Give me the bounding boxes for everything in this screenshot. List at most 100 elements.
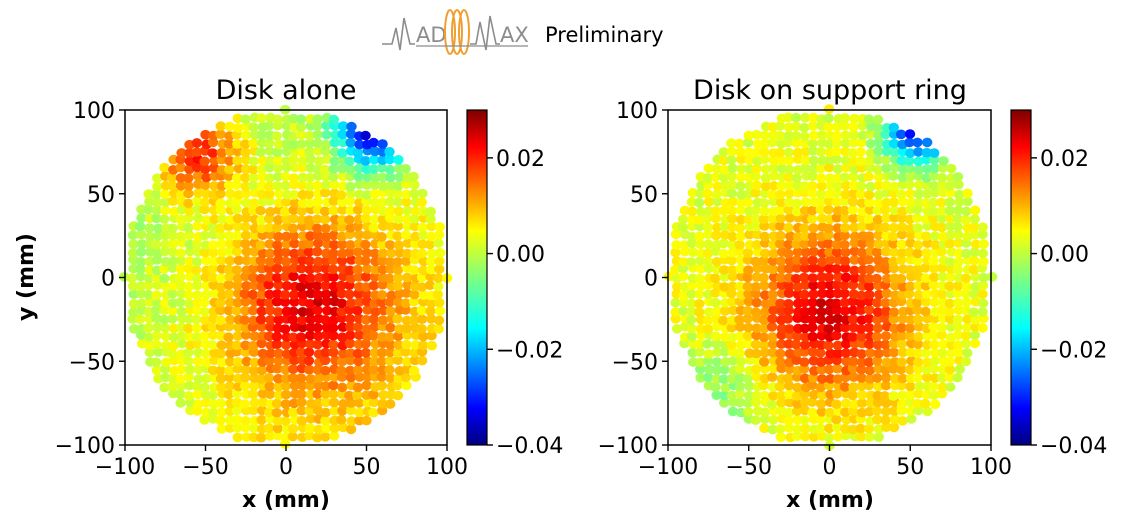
heatmap-cell (426, 264, 437, 275)
heatmap-cell (873, 172, 885, 182)
heatmap-cell (256, 189, 268, 200)
heatmap-cell (338, 348, 349, 359)
heatmap-cell (280, 399, 291, 409)
heatmap-cell (313, 331, 324, 341)
heatmap-cell (360, 213, 371, 224)
heatmap-cell (807, 315, 818, 325)
heatmap-cell (264, 248, 276, 259)
heatmap-cell (791, 138, 802, 148)
heatmap-cell (136, 298, 147, 309)
heatmap-cell (207, 221, 218, 232)
heatmap-cell (759, 347, 771, 358)
heatmap-cell (320, 407, 331, 418)
heatmap-cell (360, 314, 372, 325)
heatmap-cell (847, 148, 858, 158)
heatmap-cell (328, 205, 339, 216)
heatmap-cell (150, 239, 162, 250)
heatmap-cell (409, 213, 420, 224)
heatmap-cell (256, 365, 268, 376)
heatmap-cell (265, 348, 276, 359)
heatmap-cell (215, 198, 226, 208)
heatmap-cell (832, 348, 844, 359)
heatmap-cell (759, 206, 770, 217)
heatmap-cell (426, 221, 437, 232)
heatmap-cell (711, 189, 722, 200)
heatmap-cell (321, 154, 333, 164)
heatmap-cell (159, 323, 171, 333)
heatmap-cell (320, 223, 331, 234)
heatmap-cell (871, 406, 882, 416)
heatmap-cell (241, 246, 252, 257)
heatmap-cell (207, 340, 218, 350)
heatmap-cell (873, 137, 885, 148)
heatmap-cell (758, 255, 769, 266)
heatmap-cell (352, 348, 364, 359)
heatmap-cell (433, 230, 445, 240)
heatmap-cell (889, 147, 900, 157)
heatmap-cell (863, 322, 875, 333)
heatmap-cell (726, 171, 737, 182)
heatmap-cell (167, 349, 178, 359)
heatmap-cell (743, 289, 754, 299)
heatmap-cell (287, 431, 298, 442)
heatmap-cell (936, 322, 948, 333)
heatmap-cell (215, 373, 227, 384)
heatmap-cell (816, 307, 827, 317)
heatmap-cell (200, 247, 211, 258)
heatmap-cell (352, 382, 364, 393)
heatmap-cell (239, 289, 250, 299)
heatmap-cell (759, 414, 771, 425)
heatmap-cell (353, 171, 364, 182)
heatmap-cell (384, 164, 396, 175)
heatmap-cell (175, 272, 186, 282)
heatmap-cell (816, 364, 827, 375)
heatmap-cell (807, 273, 818, 283)
heatmap-cell (855, 324, 866, 334)
heatmap-cell (807, 397, 818, 407)
heatmap-cell (143, 340, 155, 350)
heatmap-cell (759, 221, 770, 231)
heatmap-cell (295, 129, 307, 140)
heatmap-cell (808, 432, 820, 442)
heatmap-cell (183, 173, 194, 183)
heatmap-cell (288, 173, 300, 183)
heatmap-cell (928, 171, 940, 181)
heatmap-cell (775, 348, 786, 359)
heatmap-cell (425, 271, 436, 282)
heatmap-cell (704, 364, 715, 375)
heatmap-cell (719, 282, 730, 292)
heatmap-cell (336, 356, 348, 367)
heatmap-cell (758, 214, 769, 224)
heatmap-cell (790, 121, 802, 132)
heatmap-cell (328, 255, 339, 266)
heatmap-cell (239, 399, 250, 409)
heatmap-cell (135, 229, 147, 240)
heatmap-cell (888, 422, 900, 433)
heatmap-cell (888, 339, 899, 349)
heatmap-cell (703, 196, 715, 207)
heatmap-cell (264, 407, 275, 418)
heatmap-cell (264, 381, 275, 392)
heatmap-cell (896, 222, 908, 232)
heatmap-cell (784, 348, 796, 359)
heatmap-cell (216, 147, 227, 158)
heatmap-cell (897, 196, 909, 207)
heatmap-cell (880, 246, 892, 257)
heatmap-cell (904, 156, 915, 166)
heatmap-cell (337, 181, 349, 191)
heatmap-cell (946, 163, 957, 174)
heatmap-cell (872, 155, 883, 165)
heatmap-cell (304, 423, 316, 434)
heatmap-cell (128, 307, 139, 317)
heatmap-cell (175, 297, 186, 308)
heatmap-cell (215, 398, 227, 409)
heatmap-cell (160, 331, 172, 342)
heatmap-cell (312, 214, 323, 224)
heatmap-cell (216, 340, 227, 351)
heatmap-cell (767, 332, 778, 342)
colorbar (1010, 109, 1032, 446)
heatmap-cell (895, 129, 907, 140)
heatmap-cell (384, 147, 395, 157)
heatmap-cell (944, 364, 956, 375)
heatmap-cell (288, 271, 299, 282)
